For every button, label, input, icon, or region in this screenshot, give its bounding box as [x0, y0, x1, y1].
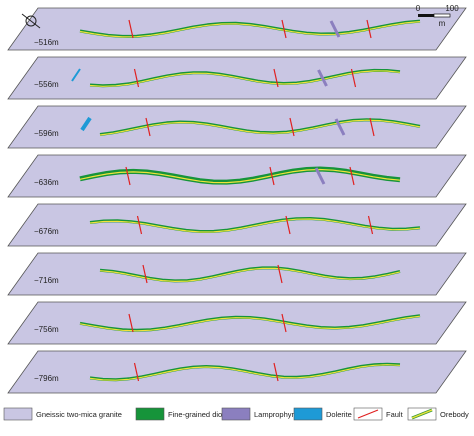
fault — [128, 19, 134, 39]
level-slice: −676m — [7, 203, 467, 247]
legend-label: Orebody — [440, 410, 469, 419]
lamprophyre — [314, 167, 326, 185]
orebody — [89, 364, 401, 381]
orebody — [99, 119, 421, 136]
level-slice: −516m — [7, 7, 467, 51]
fault — [125, 166, 131, 186]
fault — [269, 166, 275, 186]
orebody — [89, 70, 401, 87]
orebody — [79, 168, 401, 184]
dolerite — [80, 116, 92, 132]
level-slice: −796m — [7, 350, 467, 394]
scale-unit: m — [439, 19, 446, 28]
level-slice: −636m — [7, 154, 467, 198]
level-label: −636m — [34, 178, 59, 187]
orebody — [89, 218, 421, 233]
scale-start: 0 — [416, 4, 421, 13]
legend-label: Dolerite — [326, 410, 352, 419]
fault — [142, 264, 148, 284]
slices: −516m −556m −596m −636m −676m −716m −756m −796m — [7, 7, 467, 394]
fault — [285, 215, 291, 235]
fault — [128, 313, 134, 333]
fault — [145, 117, 151, 137]
level-slice: −716m — [7, 252, 467, 296]
level-label: −796m — [34, 374, 59, 383]
legend-label: Fine-grained diorite — [168, 410, 233, 419]
level-slice: −756m — [7, 301, 467, 345]
slice-plane — [7, 105, 467, 149]
level-label: −676m — [34, 227, 59, 236]
orebody — [99, 267, 401, 283]
level-slice: −556m — [7, 56, 467, 100]
fault — [350, 68, 357, 88]
fault — [367, 215, 374, 235]
fault — [281, 19, 287, 39]
fault — [133, 362, 140, 382]
legend: Gneissic two-mica granite Fine-grained d… — [3, 407, 469, 421]
fault — [349, 166, 355, 186]
north-arrow — [21, 13, 41, 29]
fault — [273, 68, 279, 88]
orebody — [79, 21, 421, 38]
orebody — [79, 315, 421, 332]
slice-plane — [7, 7, 467, 51]
lamprophyre — [334, 118, 346, 136]
level-label: −516m — [34, 38, 59, 47]
level-label: −756m — [34, 325, 59, 334]
lamprophyre — [317, 69, 328, 87]
fault — [136, 215, 143, 235]
fault — [273, 362, 279, 382]
scale-end: 100 — [445, 4, 459, 13]
legend-label: Lamprophyre — [254, 410, 298, 419]
fault — [369, 117, 375, 137]
slice-plane — [7, 154, 467, 198]
level-slice: −596m — [7, 105, 467, 149]
legend-label: Gneissic two-mica granite — [36, 410, 122, 419]
fault — [133, 68, 140, 88]
legend-label: Fault — [386, 410, 404, 419]
fault — [289, 117, 295, 137]
slice-plane — [7, 203, 467, 247]
fault — [277, 264, 283, 284]
dolerite — [71, 68, 81, 82]
slice-plane — [7, 252, 467, 296]
fault — [281, 313, 287, 333]
slice-plane — [7, 350, 467, 394]
level-label: −556m — [34, 80, 59, 89]
scale-bar: 0 100 m — [416, 4, 459, 28]
level-label: −716m — [34, 276, 59, 285]
slice-plane — [7, 301, 467, 345]
lamprophyre — [329, 20, 341, 38]
fault — [366, 19, 372, 39]
level-label: −596m — [34, 129, 59, 138]
